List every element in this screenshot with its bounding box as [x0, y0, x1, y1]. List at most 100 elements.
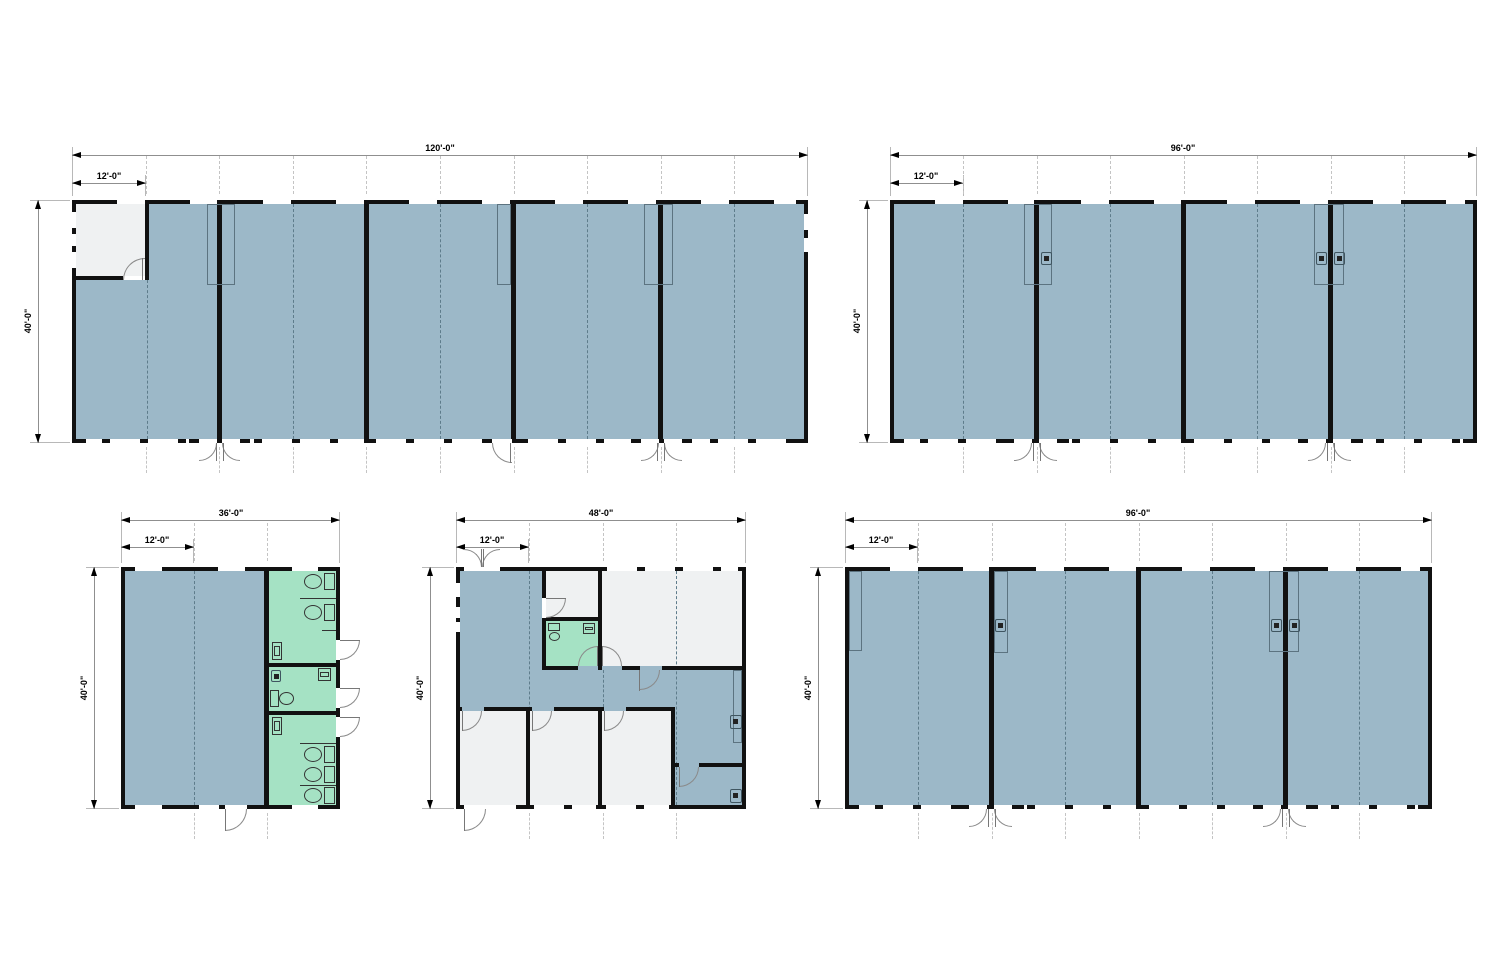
door-opening	[492, 439, 512, 443]
module-grid-extension	[1257, 447, 1258, 473]
extension-line	[456, 512, 457, 563]
door-swing-arc	[340, 688, 360, 708]
dimension-arrow	[456, 544, 465, 550]
dimension-line	[430, 567, 431, 809]
toilet-symbol	[304, 573, 335, 590]
interior-wall	[1181, 200, 1186, 443]
interior-wall	[699, 763, 742, 767]
door-swing-arc	[340, 717, 360, 737]
dimension-label-width: 48'-0"	[588, 508, 614, 518]
stall-partition	[300, 743, 336, 744]
door-swing-arc	[340, 640, 360, 660]
door-swing-arc	[482, 549, 500, 567]
module-grid-extension	[1212, 523, 1213, 561]
extension-line	[810, 567, 843, 568]
extension-line	[121, 512, 122, 563]
dimension-arrow	[137, 180, 146, 186]
module-line	[676, 571, 677, 805]
module-grid-extension	[194, 523, 195, 561]
door-swing-arc	[1288, 809, 1306, 827]
toilet-symbol	[304, 604, 335, 621]
dimension-line	[72, 155, 808, 156]
interior-wall	[622, 666, 640, 670]
module-grid-extension	[529, 813, 530, 839]
dimension-arrow	[845, 544, 854, 550]
module-grid-extension	[514, 156, 515, 194]
dimension-line	[456, 547, 529, 548]
wall	[72, 200, 76, 443]
door-leaf	[223, 443, 224, 461]
interior-wall	[217, 200, 222, 443]
module-grid-extension	[676, 523, 677, 561]
module-grid-extension	[661, 447, 662, 473]
module-grid-extension	[734, 156, 735, 194]
door-swing-arc	[1039, 443, 1057, 461]
module-line	[293, 204, 294, 439]
appliance-unit	[730, 715, 742, 729]
door-swing-arc	[464, 549, 482, 567]
stall-partition	[300, 785, 336, 786]
wall	[890, 439, 904, 443]
door-swing-arc	[664, 443, 682, 461]
module-line	[1212, 571, 1213, 805]
fixture-outline	[207, 204, 235, 285]
module-grid-extension	[1184, 447, 1185, 473]
module-grid-extension	[529, 523, 530, 561]
door-opening	[994, 805, 1012, 809]
module-grid-extension	[1065, 523, 1066, 561]
appliance-unit	[1334, 252, 1345, 265]
door-leaf	[532, 711, 533, 731]
interior-wall	[269, 711, 336, 715]
floor-plan-96x40-open: 96'-0" 12'-0" 40'-0"	[803, 508, 1432, 839]
door-leaf	[216, 443, 217, 461]
module-grid-extension	[1110, 447, 1111, 473]
wall	[1428, 567, 1432, 809]
door-leaf	[597, 646, 598, 666]
dimension-label-width: 96'-0"	[1125, 508, 1151, 518]
wall	[890, 200, 902, 204]
interior-wall	[76, 276, 123, 280]
module-line	[1110, 204, 1111, 439]
fixture-outline	[497, 204, 511, 285]
wall	[959, 805, 1024, 809]
dimension-arrow	[121, 544, 130, 550]
appliance-unit	[1316, 252, 1327, 265]
door-leaf	[679, 767, 680, 787]
dimension-arrow	[909, 544, 918, 550]
interior-wall	[456, 707, 462, 711]
dimension-arrow	[1423, 517, 1432, 523]
door-swing-arc	[1333, 443, 1351, 461]
wall	[742, 567, 746, 809]
dimension-arrow	[845, 517, 854, 523]
window-opening	[72, 212, 76, 228]
module-grid-extension	[1184, 156, 1185, 194]
module-line	[963, 204, 964, 439]
window-opening	[135, 805, 162, 809]
extension-line	[1431, 512, 1432, 563]
module-grid-extension	[1110, 156, 1111, 194]
dimension-arrow	[427, 567, 433, 576]
floor-plan-36x40-restroom: 36'-0" 12'-0" 40'-0"	[79, 508, 360, 839]
dimension-arrow	[121, 517, 130, 523]
extension-line	[859, 200, 888, 201]
module-grid-extension	[440, 447, 441, 473]
module-grid-extension	[146, 447, 147, 473]
door-leaf	[988, 809, 989, 827]
extension-line	[917, 539, 918, 563]
dimension-arrow	[72, 180, 81, 186]
module-grid-extension	[440, 156, 441, 194]
dimension-arrow	[890, 180, 899, 186]
door-leaf	[340, 640, 360, 641]
interior-wall	[1328, 200, 1333, 443]
door-leaf	[546, 598, 566, 599]
door-leaf	[483, 549, 484, 567]
wall	[456, 567, 460, 809]
dimension-arrow	[427, 800, 433, 809]
extension-line	[193, 539, 194, 563]
door-leaf	[1327, 443, 1328, 461]
dimension-line	[890, 155, 1477, 156]
wall	[845, 567, 857, 571]
interior-wall	[675, 763, 679, 767]
appliance-unit	[1041, 252, 1052, 265]
